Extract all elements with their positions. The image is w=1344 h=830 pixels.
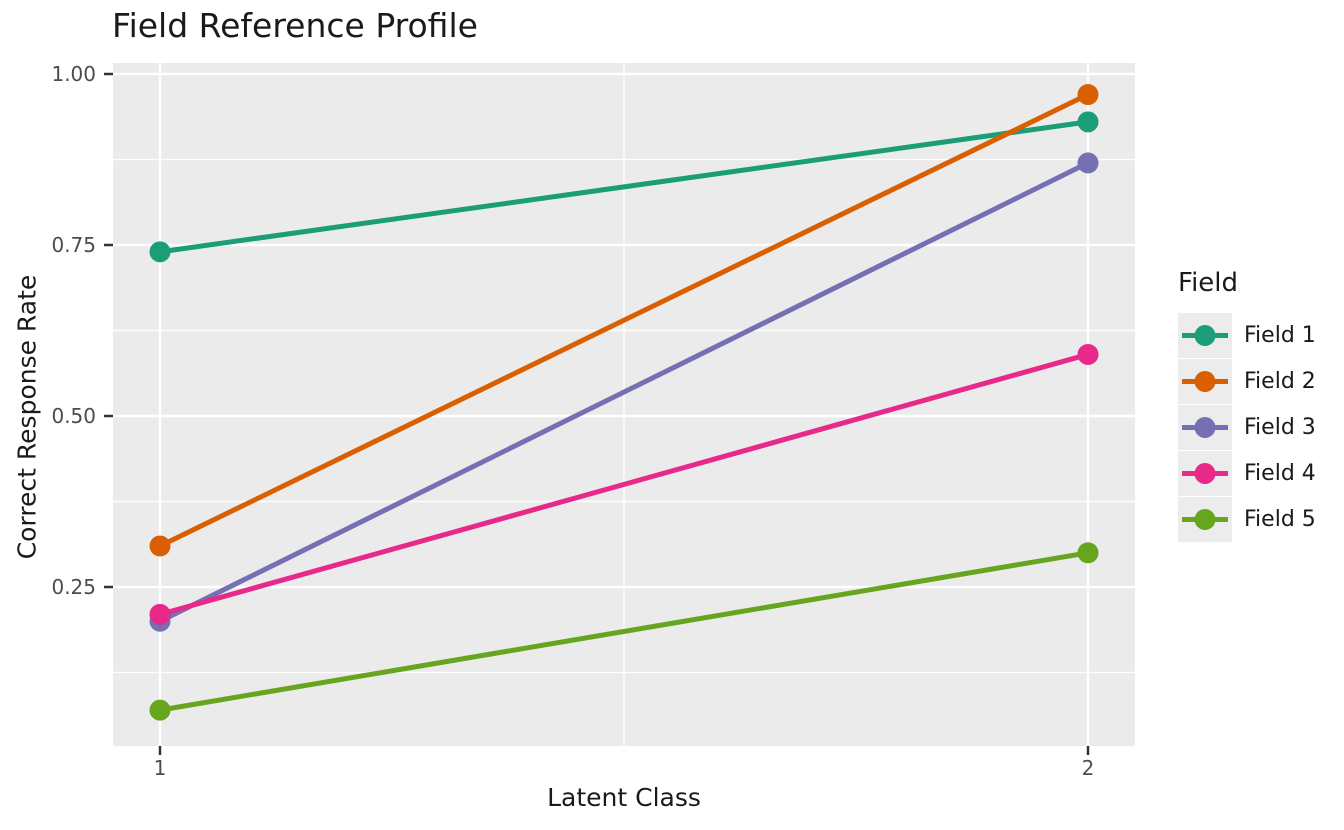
data-point — [1077, 152, 1099, 174]
y-axis-title: Correct Response Rate — [12, 274, 42, 560]
y-tick-label: 1.00 — [51, 62, 96, 86]
y-tick-label: 0.25 — [51, 575, 96, 599]
line-dot-key-icon — [1178, 496, 1232, 542]
data-point — [1077, 343, 1099, 365]
legend-title: Field — [1178, 268, 1239, 298]
legend-item: Field 4 — [1178, 450, 1316, 496]
data-point — [149, 603, 171, 625]
line-dot-key-icon — [1178, 358, 1232, 404]
series-line — [157, 119, 1091, 255]
series-line — [157, 351, 1091, 617]
legend-item: Field 1 — [1178, 312, 1316, 358]
legend-item: Field 5 — [1178, 496, 1316, 542]
line-dot-key-icon — [1178, 312, 1232, 358]
legend-label: Field 4 — [1244, 460, 1316, 486]
legend-label: Field 2 — [1244, 368, 1316, 394]
legend-item: Field 3 — [1178, 404, 1316, 450]
line-dot-key-icon — [1178, 450, 1232, 496]
x-tick-label: 1 — [153, 756, 167, 780]
legend-label: Field 1 — [1244, 322, 1316, 348]
legend: Field Field 1 Field 2 Field 3 Field 4 Fi… — [1178, 268, 1316, 542]
data-point — [1077, 84, 1099, 106]
series-line — [157, 92, 1091, 549]
line-dot-key-icon — [1178, 404, 1232, 450]
legend-label: Field 5 — [1244, 506, 1316, 532]
x-tick-label: 2 — [1081, 756, 1095, 780]
data-point — [1077, 111, 1099, 133]
data-point — [149, 241, 171, 263]
legend-item: Field 2 — [1178, 358, 1316, 404]
data-point — [149, 699, 171, 721]
series-line — [157, 550, 1091, 713]
y-tick-label: 0.50 — [51, 404, 96, 428]
series-line — [157, 160, 1091, 624]
data-point — [149, 535, 171, 557]
x-axis-title: Latent Class — [547, 783, 701, 812]
y-tick-label: 0.75 — [51, 233, 96, 257]
plot-title: Field Reference Profile — [112, 6, 478, 45]
legend-label: Field 3 — [1244, 414, 1316, 440]
data-point — [1077, 542, 1099, 564]
